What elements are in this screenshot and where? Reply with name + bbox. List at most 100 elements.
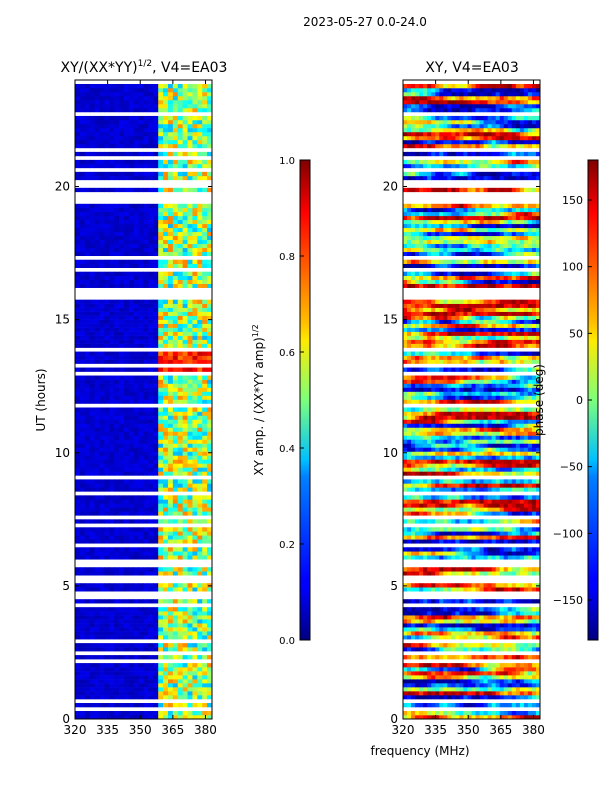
left-heatmap-cell (182, 415, 188, 420)
right-heatmap-cell (511, 587, 517, 592)
left-heatmap-cell (172, 387, 179, 392)
right-heatmap-cell (403, 495, 408, 500)
right-heatmap-cell (503, 691, 509, 696)
right-heatmap-cell (431, 679, 436, 684)
left-heatmap-cell (187, 687, 193, 692)
left-heatmap-cell (79, 631, 86, 636)
left-heatmap-cell (167, 411, 174, 416)
right-heatmap-cell (467, 495, 472, 500)
left-heatmap-cell (182, 411, 188, 416)
left-heatmap-cell (143, 683, 149, 688)
left-heatmap-cell (109, 439, 115, 444)
left-heatmap-cell (158, 95, 164, 101)
left-heatmap-cell (89, 503, 95, 508)
right-heatmap-cell (527, 531, 533, 536)
right-heatmap-cell (407, 675, 412, 680)
right-heatmap-cell (483, 635, 489, 640)
left-heatmap-cell (94, 163, 100, 169)
right-heatmap-cell (503, 503, 509, 508)
left-heatmap-cell (84, 299, 91, 304)
left-heatmap-cell (114, 335, 120, 340)
left-heatmap-cell (192, 103, 198, 109)
left-heatmap-cell (128, 395, 135, 400)
right-heatmap-cell (439, 671, 444, 676)
right-heatmap-cell (503, 663, 509, 668)
left-heatmap-cell (104, 683, 110, 688)
left-heatmap-cell (143, 431, 149, 436)
left-heatmap-cell (163, 227, 169, 233)
right-heatmap-cell (495, 631, 501, 636)
right-heatmap-cell (523, 647, 529, 652)
left-heatmap-cell (75, 551, 81, 556)
left-heatmap-cell (79, 455, 86, 460)
left-heatmap-cell (128, 435, 135, 440)
right-heatmap-cell (431, 527, 436, 532)
left-heatmap-cell (138, 239, 144, 245)
left-heatmap-cell (143, 459, 149, 464)
right-heatmap-cell (431, 643, 436, 648)
right-heatmap-cell (455, 511, 460, 516)
left-heatmap-cell (153, 103, 159, 109)
left-heatmap-cell (192, 471, 198, 476)
left-heatmap-cell (119, 455, 125, 460)
right-heatmap-cell (431, 635, 436, 640)
left-heatmap-cell (89, 715, 95, 719)
left-heatmap-cell (158, 139, 164, 145)
left-heatmap-cell (187, 451, 193, 456)
right-heatmap-cell (439, 587, 444, 592)
left-heatmap-cell (109, 715, 115, 719)
right-heatmap-cell (479, 555, 484, 560)
left-heatmap-cell (99, 427, 105, 432)
right-heatmap-cell (407, 535, 412, 540)
right-heatmap-cell (531, 551, 537, 556)
left-heatmap-cell (128, 663, 135, 668)
left-heatmap-cell (133, 607, 139, 612)
left-heatmap-cell (167, 451, 174, 456)
left-heatmap-cell (104, 587, 110, 592)
left-heatmap-cell (197, 571, 203, 576)
right-heatmap-cell (407, 635, 412, 640)
right-heatmap-cell (479, 487, 484, 492)
right-heatmap-cell (535, 511, 540, 516)
left-heatmap-cell (207, 135, 212, 141)
left-heatmap-cell (79, 151, 86, 157)
left-heatmap-cell (138, 103, 144, 109)
left-heatmap-cell (182, 367, 188, 372)
right-heatmap-cell (531, 683, 537, 688)
left-heatmap-cell (177, 367, 184, 372)
right-heatmap-cell (519, 519, 525, 524)
left-heatmap-cell (128, 215, 135, 221)
left-heatmap-cell (119, 399, 125, 404)
left-heatmap-cell (207, 395, 212, 400)
right-heatmap-cell (475, 655, 480, 660)
left-heatmap-cell (163, 131, 169, 137)
left-heatmap-cell (75, 139, 81, 145)
left-heatmap-cell (123, 163, 130, 169)
left-heatmap-cell (114, 487, 120, 492)
left-heatmap-cell (158, 671, 164, 676)
left-heatmap-cell (94, 343, 100, 348)
right-heatmap-cell (423, 547, 428, 552)
left-heatmap-cell (207, 283, 212, 288)
right-heatmap-cell (523, 499, 529, 504)
right-heatmap-cell (523, 631, 529, 636)
right-heatmap-cell (447, 663, 452, 668)
left-heatmap-cell (99, 163, 105, 169)
left-heatmap-cell (109, 451, 115, 456)
left-heatmap-cell (75, 411, 81, 416)
right-heatmap-cell (459, 663, 464, 668)
left-heatmap-cell (197, 487, 203, 492)
left-heatmap-cell (119, 127, 125, 133)
left-heatmap-cell (89, 647, 95, 652)
left-heatmap-cell (128, 671, 135, 676)
right-heatmap-cell (431, 671, 436, 676)
left-heatmap-cell (84, 555, 91, 560)
left-heatmap-cell (182, 355, 188, 360)
left-heatmap-cell (109, 335, 115, 340)
left-heatmap-cell (167, 95, 174, 101)
left-heatmap-cell (187, 415, 193, 420)
right-heatmap-cell (419, 599, 424, 604)
left-heatmap-cell (123, 263, 130, 268)
left-heatmap-cell (75, 283, 81, 288)
left-heatmap-cell (207, 643, 212, 648)
